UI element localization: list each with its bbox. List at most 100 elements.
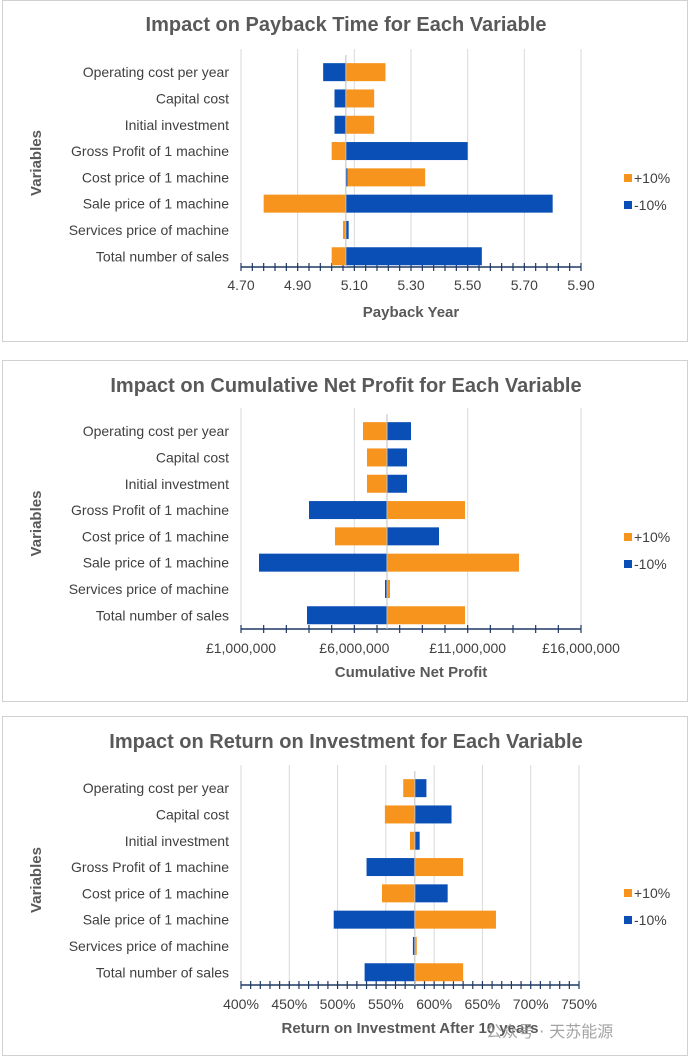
bar-minus10 [259,553,387,572]
x-axis-title: Cumulative Net Profit [335,664,488,681]
bar-plus10 [410,831,415,850]
x-tick-label: 500% [320,996,356,1012]
x-tick-label: £1,000,000 [206,640,276,656]
category-label: Initial investment [125,476,229,492]
x-tick-label: £11,000,000 [429,640,506,656]
category-label: Cost price of 1 machine [82,885,229,901]
x-tick-label: 450% [271,996,307,1012]
legend-swatch [624,560,632,568]
category-label: Total number of sales [96,607,229,623]
chart-panel-payback: Impact on Payback Time for Each Variable… [2,0,688,342]
category-label: Capital cost [156,449,229,465]
chart-title: Impact on Cumulative Net Profit for Each… [110,375,581,397]
bar-minus10 [309,501,387,520]
x-tick-label: 400% [223,996,259,1012]
category-label: Capital cost [156,90,229,106]
legend-label: +10% [634,170,670,186]
x-tick-label: £6,000,000 [319,640,389,656]
bar-plus10 [331,142,346,161]
bar-plus10 [367,448,387,467]
bar-minus10 [334,89,346,108]
x-tick-label: 5.10 [341,277,368,293]
category-label: Services price of machine [69,581,230,597]
bar-minus10 [387,422,411,441]
category-label: Cost price of 1 machine [82,169,229,185]
y-axis-title: Variables [28,130,45,196]
x-tick-label: 5.90 [567,277,594,293]
bar-minus10 [385,579,387,598]
bar-plus10 [331,247,346,266]
bar-minus10 [366,858,415,877]
x-tick-label: £16,000,000 [542,640,620,656]
category-label: Sale price of 1 machine [83,196,230,212]
chart-panel-net-profit: Impact on Cumulative Net Profit for Each… [2,360,688,702]
category-label: Cost price of 1 machine [82,528,229,544]
bar-minus10 [323,63,346,82]
category-label: Initial investment [125,833,229,849]
bar-minus10 [414,831,420,850]
x-tick-label: 4.90 [284,277,311,293]
category-label: Total number of sales [96,964,229,980]
bar-plus10 [387,606,465,625]
bar-minus10 [345,168,348,187]
bar-plus10 [387,579,390,598]
legend-label: -10% [634,197,667,213]
bar-minus10 [387,527,439,546]
x-tick-label: 650% [465,996,501,1012]
x-tick-label: 4.70 [227,277,254,293]
category-label: Services price of machine [69,222,230,238]
bar-minus10 [414,805,452,824]
y-axis-title: Variables [28,491,45,557]
bar-minus10 [334,115,346,134]
category-label: Gross Profit of 1 machine [71,859,229,875]
bar-minus10 [345,220,349,239]
bar-plus10 [335,527,387,546]
category-label: Gross Profit of 1 machine [71,502,229,518]
x-tick-label: 5.30 [397,277,424,293]
bar-plus10 [414,858,464,877]
bar-minus10 [307,606,387,625]
legend-label: +10% [634,885,670,901]
legend-swatch [624,916,632,924]
bar-minus10 [414,779,427,798]
y-axis-title: Variables [28,847,45,913]
watermark-text: 公众号 · 天苏能源 [486,1022,614,1041]
category-label: Services price of machine [69,938,230,954]
bar-plus10 [387,501,465,520]
payback-chart: Impact on Payback Time for Each Variable… [28,14,670,321]
bar-plus10 [387,553,519,572]
bar-minus10 [345,142,468,161]
bar-plus10 [414,910,496,929]
category-label: Initial investment [125,117,229,133]
category-label: Operating cost per year [83,780,230,796]
net-profit-chart: Impact on Cumulative Net Profit for Each… [28,375,670,681]
x-tick-label: 550% [368,996,404,1012]
bar-plus10 [381,884,415,903]
legend-label: -10% [634,556,667,572]
category-label: Total number of sales [96,248,229,264]
roi-chart: Impact on Return on Investment for Each … [28,731,670,1037]
bar-plus10 [263,194,346,213]
legend-swatch [624,201,632,209]
category-label: Sale price of 1 machine [83,555,230,571]
bar-plus10 [345,89,375,108]
x-tick-label: 700% [513,996,549,1012]
x-axis-title: Return on Investment After 10 years [281,1020,538,1037]
bar-plus10 [345,115,375,134]
category-label: Sale price of 1 machine [83,912,230,928]
bar-plus10 [414,963,464,982]
x-tick-label: 750% [561,996,597,1012]
legend-swatch [624,533,632,541]
bar-plus10 [414,936,417,955]
bar-minus10 [345,194,553,213]
bar-minus10 [345,247,482,266]
bar-plus10 [345,168,426,187]
bar-minus10 [333,910,415,929]
category-label: Gross Profit of 1 machine [71,143,229,159]
bar-minus10 [364,963,415,982]
x-tick-label: 5.70 [511,277,538,293]
x-axis-title: Payback Year [363,304,460,321]
category-label: Operating cost per year [83,64,230,80]
chart-title: Impact on Return on Investment for Each … [109,731,582,753]
chart-title: Impact on Payback Time for Each Variable [146,14,547,36]
